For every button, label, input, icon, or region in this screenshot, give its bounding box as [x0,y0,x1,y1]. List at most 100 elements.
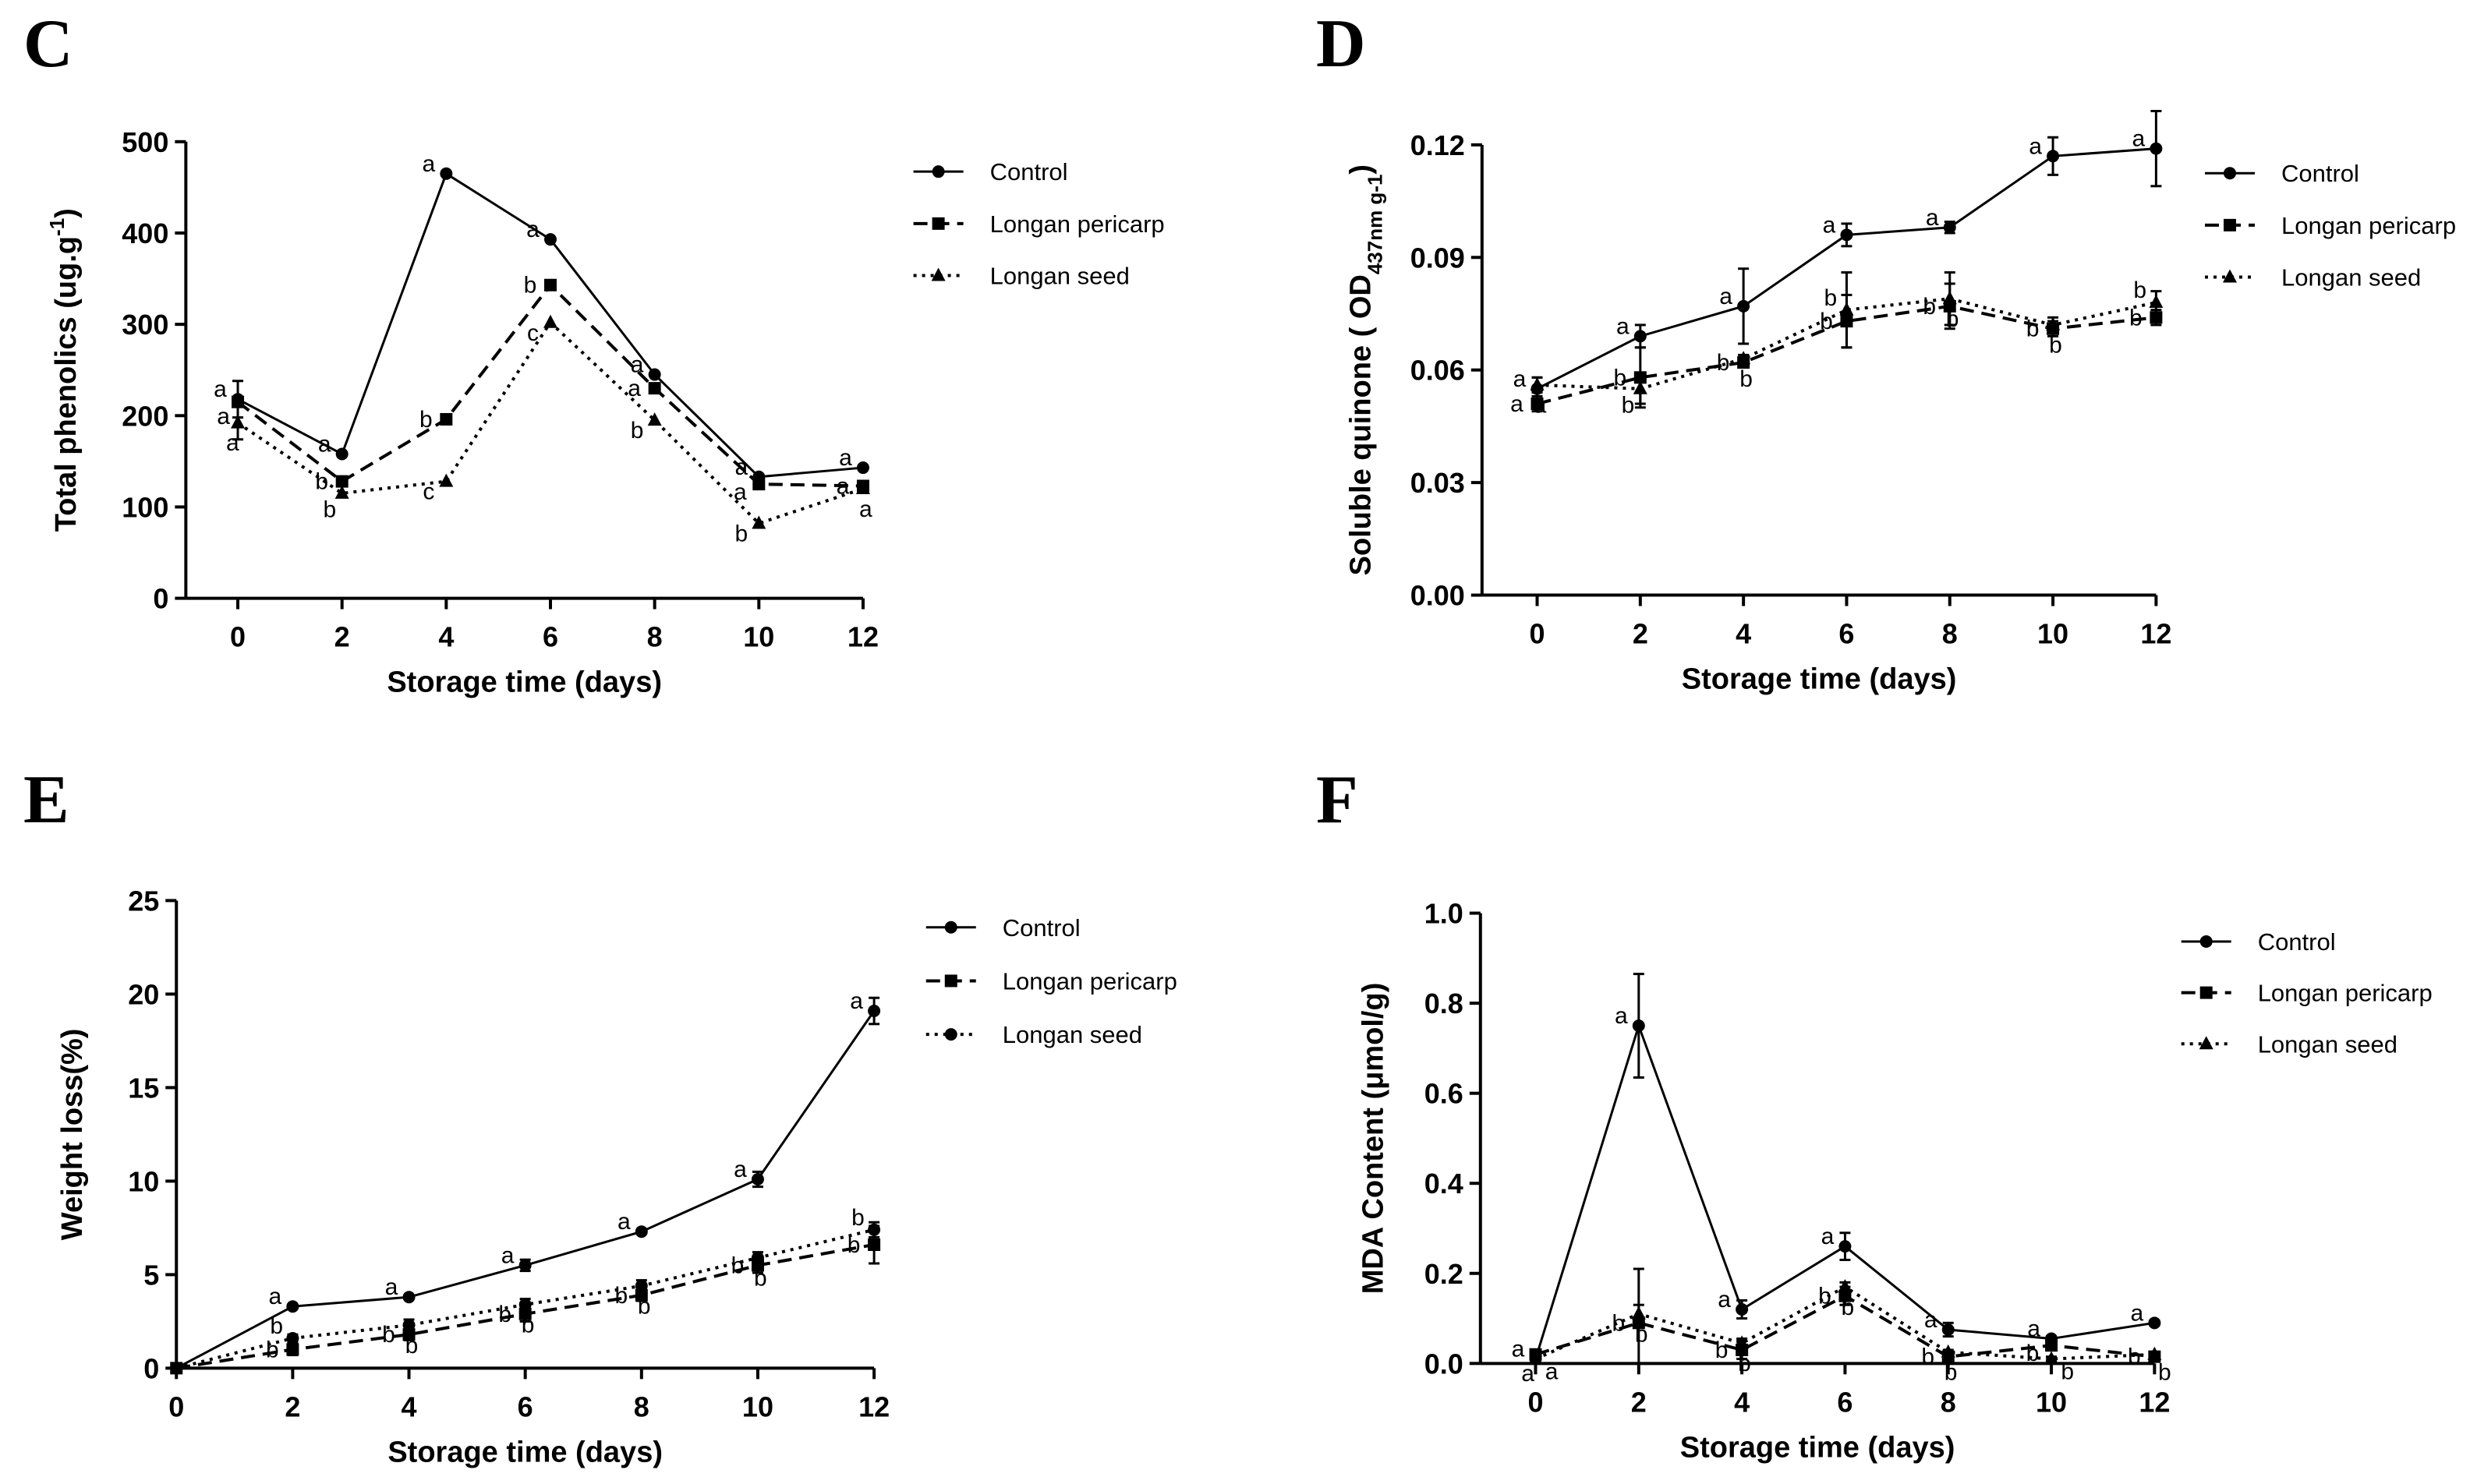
y-axis-title: MDA Content (μmol/g) [1357,983,1390,1295]
data-point [1941,1323,1955,1336]
x-tick-label: 6 [518,1390,533,1422]
data-point [2046,316,2061,330]
significance-letter: b [754,1266,767,1291]
y-axis-title-end: ) [50,208,83,218]
significance-letter: a [1924,1307,1937,1333]
data-point [635,1225,648,1238]
data-point [635,1279,648,1292]
chart-panel-e: E 0 5 10 15 20 25 0 2 4 6 8 10 12 Storage time (days) W… [23,762,1177,1468]
data-point [1941,1344,1955,1358]
x-tick-label: 2 [334,621,350,653]
x-tick-label: 0 [230,621,246,653]
data-point [334,485,349,499]
significance-letter: b [315,469,328,495]
data-point [751,1251,764,1264]
x-tick-label: 2 [1633,618,1648,650]
significance-letter: a [2132,126,2146,152]
legend-label: Control [2258,928,2336,956]
x-tick-label: 12 [858,1390,890,1422]
y-tick-label: 0.09 [1410,242,1465,274]
significance-letter: b [1921,1344,1934,1370]
significance-letter: b [1818,1284,1831,1309]
x-tick-label: 4 [1734,1386,1750,1418]
significance-letter: a [1821,1224,1835,1249]
significance-letter: b [419,407,433,433]
data-point [855,481,870,495]
y-tick-label: 1.0 [1424,898,1463,930]
significance-letter: b [2133,277,2146,303]
data-point [2149,295,2164,309]
y-axis-title-sub: 437nm g-1 [1363,175,1386,275]
data-point [440,167,453,180]
data-point [335,447,349,461]
y-tick-label: 0.06 [1410,355,1465,387]
legend-label: Longan pericarp [2281,212,2456,239]
data-point [1736,1302,1749,1316]
legend-label: Longan seed [1003,1021,1142,1048]
legend-marker [932,217,945,230]
legend-label: Longan pericarp [990,210,1165,238]
data-point [1737,299,1750,313]
y-axis-title-end: ) [1344,164,1377,175]
y-axis-title: Total phenolics (ug.g-1) [45,208,83,532]
significance-letter: c [527,320,539,346]
y-tick-label: 0.6 [1424,1078,1463,1110]
y-tick-label: 200 [122,400,168,432]
legend-marker [931,267,946,281]
significance-letter: b [848,1232,861,1258]
significance-letter: a [217,404,230,429]
data-point [232,395,245,408]
significance-letter: b [1613,365,1626,390]
significance-letter: b [1738,1351,1751,1376]
data-point [518,1298,532,1311]
y-tick-label: 20 [128,978,159,1010]
significance-letter: b [2158,1359,2171,1385]
legend-label: Longan seed [2281,264,2421,292]
data-point [1632,1019,1645,1033]
data-point [2150,142,2163,155]
panel-label: E [23,762,69,838]
y-tick-label: 0.12 [1410,129,1465,161]
significance-letter: a [1823,212,1836,238]
x-tick-label: 0 [168,1390,184,1422]
data-point [2047,150,2060,163]
legend-label: Longan pericarp [1003,967,1177,995]
significance-letter: b [1946,306,1959,332]
series-line [1536,147,2157,390]
x-tick-label: 6 [543,621,558,653]
significance-letter: a [1719,284,1732,309]
data-point [439,473,454,487]
significance-letter: a [1510,391,1523,417]
x-tick-label: 6 [1837,1386,1852,1418]
x-tick-label: 0 [1527,1386,1543,1418]
significance-letter: b [2049,333,2062,359]
significance-letter: b [382,1322,395,1348]
y-axis-title: Soluble quinone ( OD437nm g-1) [1344,164,1386,576]
y-tick-label: 100 [122,491,168,523]
significance-letter: a [734,479,747,505]
significance-letter: a [734,1157,747,1182]
data-point [1840,228,1853,242]
x-tick-label: 2 [285,1390,300,1422]
data-point [868,1005,881,1018]
y-tick-label: 0.0 [1424,1348,1463,1380]
series-line [236,320,864,525]
significance-letter: b [731,1253,745,1278]
significance-letter: a [1718,1287,1731,1313]
significance-letter: a [859,496,872,522]
data-point [286,1300,299,1313]
legend-label: Longan seed [990,263,1130,290]
significance-letter: b [1841,1295,1854,1320]
x-axis-title: Storage time (days) [387,1436,663,1468]
x-tick-label: 10 [2036,1386,2067,1418]
legend-marker [932,165,945,178]
significance-letter: b [1824,285,1837,311]
significance-letter: b [1945,1360,1958,1386]
significance-letter: c [423,479,434,505]
x-tick-label: 4 [402,1390,417,1422]
